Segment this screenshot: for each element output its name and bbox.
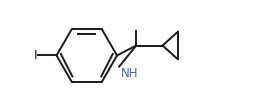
Text: NH: NH: [121, 67, 138, 80]
Text: I: I: [34, 49, 37, 62]
